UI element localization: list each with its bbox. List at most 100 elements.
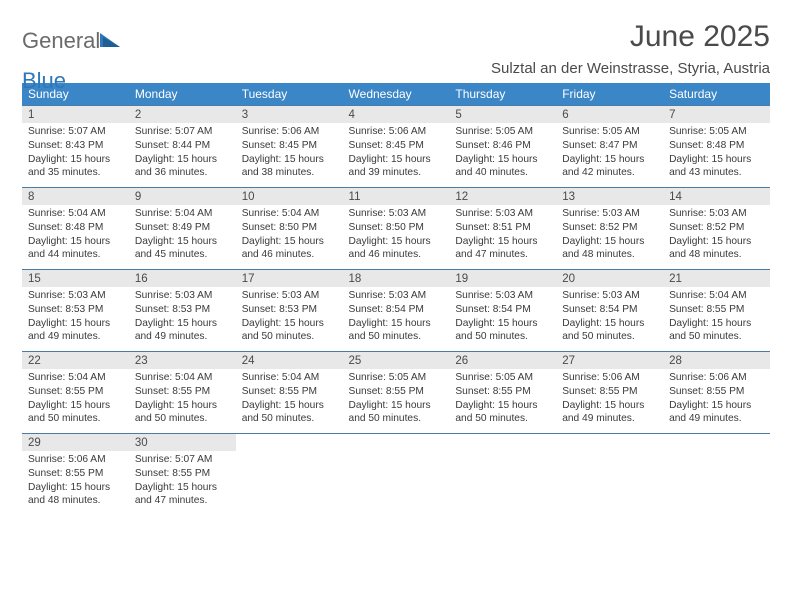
day-details: Sunrise: 5:04 AMSunset: 8:50 PMDaylight:… xyxy=(236,205,343,270)
day-details: Sunrise: 5:04 AMSunset: 8:48 PMDaylight:… xyxy=(22,205,129,270)
empty-cell xyxy=(449,451,556,515)
day-details: Sunrise: 5:05 AMSunset: 8:55 PMDaylight:… xyxy=(449,369,556,434)
day-details: Sunrise: 5:03 AMSunset: 8:50 PMDaylight:… xyxy=(343,205,450,270)
sunrise-line: Sunrise: 5:06 AM xyxy=(349,125,444,139)
day-number: 28 xyxy=(663,352,770,370)
daylight-line: Daylight: 15 hours and 48 minutes. xyxy=(669,235,764,263)
sunset-line: Sunset: 8:50 PM xyxy=(242,221,337,235)
sunset-line: Sunset: 8:54 PM xyxy=(349,303,444,317)
day-header-row: SundayMondayTuesdayWednesdayThursdayFrid… xyxy=(22,83,770,106)
day-number: 12 xyxy=(449,188,556,206)
daylight-line: Daylight: 15 hours and 50 minutes. xyxy=(455,399,550,427)
sunrise-line: Sunrise: 5:03 AM xyxy=(562,289,657,303)
day-header: Friday xyxy=(556,83,663,106)
daylight-line: Daylight: 15 hours and 50 minutes. xyxy=(28,399,123,427)
daylight-line: Daylight: 15 hours and 45 minutes. xyxy=(135,235,230,263)
empty-cell xyxy=(449,434,556,452)
week-number-row: 1234567 xyxy=(22,106,770,124)
day-details: Sunrise: 5:03 AMSunset: 8:54 PMDaylight:… xyxy=(343,287,450,352)
daylight-line: Daylight: 15 hours and 48 minutes. xyxy=(562,235,657,263)
day-number: 1 xyxy=(22,106,129,124)
empty-cell xyxy=(236,451,343,515)
daylight-line: Daylight: 15 hours and 50 minutes. xyxy=(135,399,230,427)
empty-cell xyxy=(343,451,450,515)
sunset-line: Sunset: 8:45 PM xyxy=(349,139,444,153)
day-details: Sunrise: 5:04 AMSunset: 8:55 PMDaylight:… xyxy=(663,287,770,352)
sunrise-line: Sunrise: 5:04 AM xyxy=(669,289,764,303)
day-number: 19 xyxy=(449,270,556,288)
sunrise-line: Sunrise: 5:05 AM xyxy=(349,371,444,385)
day-number: 5 xyxy=(449,106,556,124)
day-number: 14 xyxy=(663,188,770,206)
day-details: Sunrise: 5:03 AMSunset: 8:54 PMDaylight:… xyxy=(556,287,663,352)
sunrise-line: Sunrise: 5:03 AM xyxy=(455,207,550,221)
week-number-row: 22232425262728 xyxy=(22,352,770,370)
day-number: 24 xyxy=(236,352,343,370)
sunrise-line: Sunrise: 5:03 AM xyxy=(28,289,123,303)
sunrise-line: Sunrise: 5:05 AM xyxy=(455,371,550,385)
sunset-line: Sunset: 8:46 PM xyxy=(455,139,550,153)
day-number: 8 xyxy=(22,188,129,206)
empty-cell xyxy=(236,434,343,452)
empty-cell xyxy=(556,434,663,452)
week-details-row: Sunrise: 5:07 AMSunset: 8:43 PMDaylight:… xyxy=(22,123,770,188)
sunset-line: Sunset: 8:47 PM xyxy=(562,139,657,153)
day-number: 3 xyxy=(236,106,343,124)
day-header: Monday xyxy=(129,83,236,106)
day-details: Sunrise: 5:06 AMSunset: 8:55 PMDaylight:… xyxy=(22,451,129,515)
sunrise-line: Sunrise: 5:07 AM xyxy=(135,125,230,139)
day-number: 7 xyxy=(663,106,770,124)
day-number: 6 xyxy=(556,106,663,124)
empty-cell xyxy=(663,451,770,515)
sunset-line: Sunset: 8:50 PM xyxy=(349,221,444,235)
day-header: Saturday xyxy=(663,83,770,106)
sunset-line: Sunset: 8:55 PM xyxy=(28,385,123,399)
empty-cell xyxy=(343,434,450,452)
sunrise-line: Sunrise: 5:07 AM xyxy=(28,125,123,139)
sunrise-line: Sunrise: 5:04 AM xyxy=(135,207,230,221)
day-number: 17 xyxy=(236,270,343,288)
sunset-line: Sunset: 8:52 PM xyxy=(562,221,657,235)
daylight-line: Daylight: 15 hours and 47 minutes. xyxy=(455,235,550,263)
daylight-line: Daylight: 15 hours and 35 minutes. xyxy=(28,153,123,181)
week-details-row: Sunrise: 5:04 AMSunset: 8:55 PMDaylight:… xyxy=(22,369,770,434)
day-details: Sunrise: 5:06 AMSunset: 8:45 PMDaylight:… xyxy=(236,123,343,188)
day-number: 9 xyxy=(129,188,236,206)
sunset-line: Sunset: 8:55 PM xyxy=(135,467,230,481)
daylight-line: Daylight: 15 hours and 50 minutes. xyxy=(349,317,444,345)
day-details: Sunrise: 5:07 AMSunset: 8:55 PMDaylight:… xyxy=(129,451,236,515)
sunset-line: Sunset: 8:54 PM xyxy=(562,303,657,317)
daylight-line: Daylight: 15 hours and 38 minutes. xyxy=(242,153,337,181)
title-block: June 2025 Sulztal an der Weinstrasse, St… xyxy=(491,20,770,77)
day-details: Sunrise: 5:05 AMSunset: 8:55 PMDaylight:… xyxy=(343,369,450,434)
sunset-line: Sunset: 8:51 PM xyxy=(455,221,550,235)
day-number: 13 xyxy=(556,188,663,206)
week-number-row: 891011121314 xyxy=(22,188,770,206)
sunrise-line: Sunrise: 5:03 AM xyxy=(349,289,444,303)
day-number: 18 xyxy=(343,270,450,288)
day-details: Sunrise: 5:03 AMSunset: 8:52 PMDaylight:… xyxy=(663,205,770,270)
day-number: 25 xyxy=(343,352,450,370)
day-number: 29 xyxy=(22,434,129,452)
sunrise-line: Sunrise: 5:06 AM xyxy=(28,453,123,467)
daylight-line: Daylight: 15 hours and 46 minutes. xyxy=(349,235,444,263)
header: General Blue June 2025 Sulztal an der We… xyxy=(22,20,770,77)
sunset-line: Sunset: 8:49 PM xyxy=(135,221,230,235)
week-details-row: Sunrise: 5:04 AMSunset: 8:48 PMDaylight:… xyxy=(22,205,770,270)
day-number: 11 xyxy=(343,188,450,206)
sunrise-line: Sunrise: 5:04 AM xyxy=(28,207,123,221)
week-number-row: 15161718192021 xyxy=(22,270,770,288)
sunset-line: Sunset: 8:55 PM xyxy=(349,385,444,399)
daylight-line: Daylight: 15 hours and 50 minutes. xyxy=(562,317,657,345)
daylight-line: Daylight: 15 hours and 47 minutes. xyxy=(135,481,230,509)
day-details: Sunrise: 5:04 AMSunset: 8:49 PMDaylight:… xyxy=(129,205,236,270)
week-details-row: Sunrise: 5:03 AMSunset: 8:53 PMDaylight:… xyxy=(22,287,770,352)
sunset-line: Sunset: 8:55 PM xyxy=(562,385,657,399)
calendar-table: SundayMondayTuesdayWednesdayThursdayFrid… xyxy=(22,83,770,515)
sunrise-line: Sunrise: 5:05 AM xyxy=(562,125,657,139)
brand-logo: General Blue xyxy=(22,28,100,54)
sunset-line: Sunset: 8:55 PM xyxy=(242,385,337,399)
sunrise-line: Sunrise: 5:03 AM xyxy=(669,207,764,221)
sunrise-line: Sunrise: 5:05 AM xyxy=(669,125,764,139)
sunrise-line: Sunrise: 5:04 AM xyxy=(28,371,123,385)
